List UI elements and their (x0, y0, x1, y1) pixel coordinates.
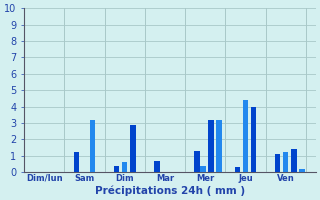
Bar (235, 167, 240, 172)
Bar (74, 152, 79, 172)
Bar (283, 152, 288, 172)
Bar (299, 169, 305, 172)
Bar (251, 107, 256, 172)
Bar (291, 149, 297, 172)
Bar (194, 151, 200, 172)
X-axis label: Précipitations 24h ( mm ): Précipitations 24h ( mm ) (95, 185, 245, 196)
Bar (275, 154, 280, 172)
Bar (154, 161, 160, 172)
Bar (243, 100, 248, 172)
Bar (122, 162, 127, 172)
Bar (208, 120, 214, 172)
Bar (130, 125, 136, 172)
Bar (114, 166, 119, 172)
Bar (90, 120, 95, 172)
Bar (216, 120, 222, 172)
Bar (200, 166, 206, 172)
